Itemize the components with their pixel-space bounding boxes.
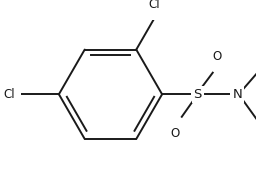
Text: O: O [213, 50, 222, 63]
Text: S: S [193, 88, 202, 101]
Text: O: O [171, 127, 180, 140]
Text: N: N [232, 88, 242, 101]
Text: Cl: Cl [148, 0, 160, 11]
Text: Cl: Cl [3, 88, 15, 101]
